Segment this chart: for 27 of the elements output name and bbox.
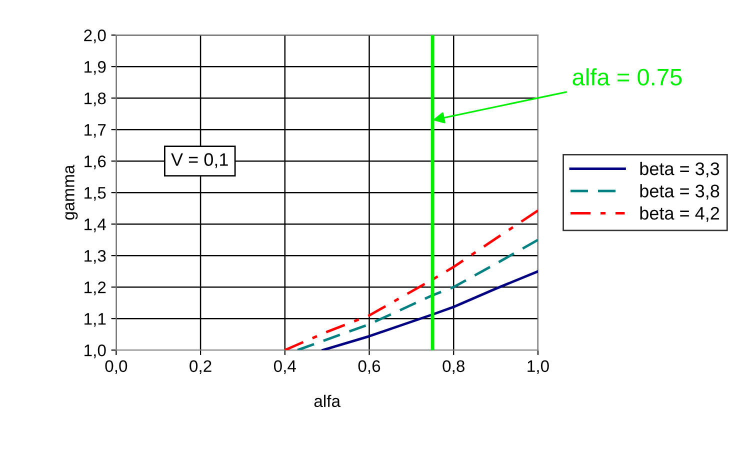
y-tick-label: 1,6 (84, 156, 106, 170)
x-tick-label: 0,8 (442, 360, 464, 374)
x-tick-label: 0,6 (358, 360, 380, 374)
y-tick-label: 1,5 (84, 187, 106, 201)
y-tick-label: 1,9 (84, 61, 106, 75)
annotation: alfa = 0.75 (572, 68, 682, 86)
line-series (296, 238, 538, 350)
y-tick-label: 1,3 (84, 250, 106, 264)
y-tick-label: 1,7 (84, 124, 106, 138)
legend-label: beta = 3,8 (640, 184, 720, 200)
x-tick-label: 1,0 (528, 360, 549, 374)
y-tick-label: 1,8 (84, 92, 106, 106)
y-tick-label: 1,0 (84, 344, 106, 358)
line-series (284, 209, 538, 350)
annotation: V = 0,1 (171, 153, 228, 168)
legend-label: beta = 3,3 (640, 162, 720, 178)
x-tick-label: 0,0 (105, 360, 128, 374)
y-tick-label: 1,1 (84, 313, 106, 327)
y-tick-label: 1,4 (84, 218, 106, 232)
y-tick-label: 1,2 (84, 282, 106, 296)
legend-label: beta = 4,2 (640, 206, 720, 222)
x-tick-label: 0,2 (190, 360, 212, 374)
line-series (322, 270, 538, 350)
x-tick-label: 0,4 (274, 360, 296, 374)
x-axis-title: alfa (314, 394, 341, 408)
y-tick-label: 2,0 (84, 30, 106, 44)
y-axis-title: gamma (65, 164, 78, 220)
